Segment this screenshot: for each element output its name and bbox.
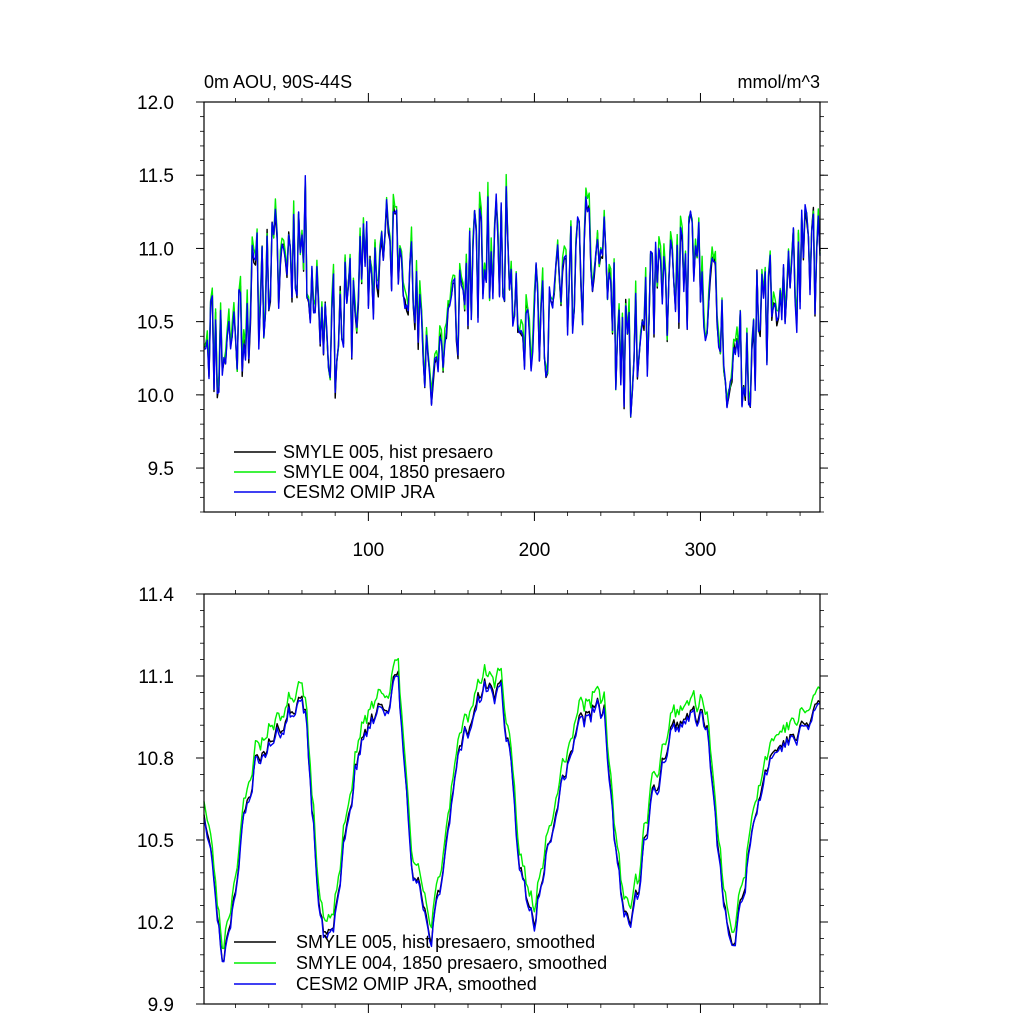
bottom-ytick-label: 11.1 bbox=[138, 667, 174, 688]
bottom-panel: 9.9 10.2 10.5 10.8 11.1 11.4 SMYLE 005, hist … bbox=[137, 585, 828, 1016]
bottom-plot-frame bbox=[203, 593, 821, 1005]
bottom-ytick-label: 10.8 bbox=[137, 749, 174, 770]
bottom-ytick-label: 9.9 bbox=[148, 995, 174, 1016]
top-ytick-label: 10.0 bbox=[137, 386, 174, 407]
top-panel-units: mmol/m^3 bbox=[738, 72, 820, 92]
top-panel-title: 0m AOU, 90S-44S bbox=[204, 72, 352, 92]
bottom-series-blue-line bbox=[203, 675, 821, 963]
bottom-ytick-label: 11.4 bbox=[138, 585, 174, 606]
top-xtick-label: 300 bbox=[685, 540, 717, 561]
bottom-legend-label-green: SMYLE 004, 1850 presaero, smoothed bbox=[296, 953, 607, 973]
top-panel: 0m AOU, 90S-44S mmol/m^3 9.5 10.0 10.5 11.0… bbox=[137, 72, 828, 561]
top-legend-label-black: SMYLE 005, hist presaero bbox=[283, 442, 493, 462]
bottom-legend-label-blue: CESM2 OMIP JRA, smoothed bbox=[296, 974, 537, 994]
bottom-series-black-line bbox=[203, 670, 821, 962]
top-xtick-label: 200 bbox=[519, 540, 551, 561]
top-ytick-label: 11.0 bbox=[138, 239, 174, 260]
top-legend-label-green: SMYLE 004, 1850 presaero bbox=[283, 462, 505, 482]
bottom-series-green-line bbox=[203, 657, 821, 950]
top-legend-label-blue: CESM2 OMIP JRA bbox=[283, 482, 435, 502]
top-ytick-label: 9.5 bbox=[148, 459, 174, 480]
top-xtick-label: 100 bbox=[353, 540, 385, 561]
bottom-ticks-group: 9.9 10.2 10.5 10.8 11.1 11.4 bbox=[137, 585, 828, 1016]
bottom-series-group bbox=[203, 657, 821, 963]
top-series-group bbox=[203, 173, 821, 418]
bottom-legend-label-black: SMYLE 005, hist presaero, smoothed bbox=[296, 932, 595, 952]
top-ticks-group: 9.5 10.0 10.5 11.0 11.5 12.0 100 200 300 bbox=[137, 93, 828, 561]
bottom-legend: SMYLE 005, hist presaero, smoothedSMYLE … bbox=[234, 932, 607, 994]
top-ytick-label: 12.0 bbox=[137, 93, 174, 114]
top-series-blue-line bbox=[203, 174, 821, 418]
bottom-ytick-label: 10.2 bbox=[137, 913, 174, 934]
bottom-ytick-label: 10.5 bbox=[137, 831, 174, 852]
top-ytick-label: 10.5 bbox=[137, 313, 174, 334]
top-ytick-label: 11.5 bbox=[138, 166, 174, 187]
